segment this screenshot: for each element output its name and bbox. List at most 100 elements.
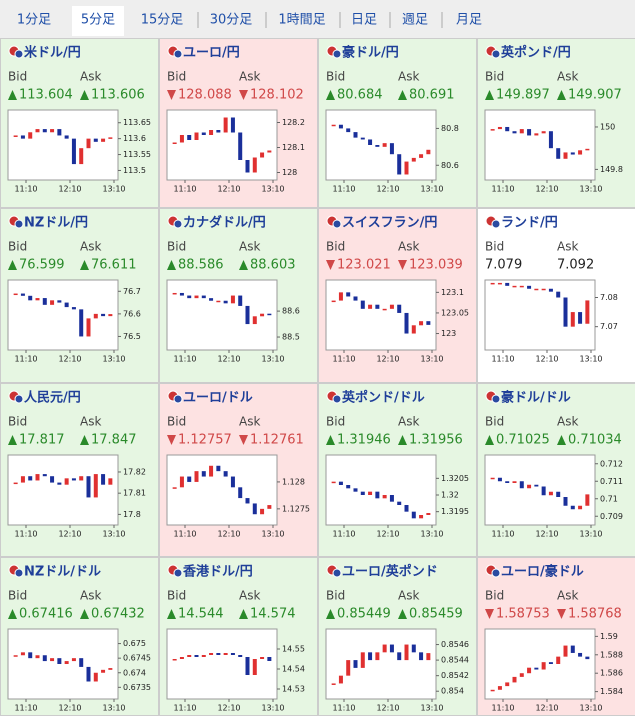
candle bbox=[101, 474, 106, 485]
up-arrow bbox=[8, 260, 17, 270]
candle bbox=[201, 295, 206, 299]
candle bbox=[79, 476, 84, 481]
pair-title[interactable]: ユーロ/英ポンド bbox=[342, 564, 438, 580]
y-tick-label: 17.8 bbox=[123, 510, 141, 519]
candle bbox=[252, 157, 257, 173]
candle bbox=[230, 653, 235, 655]
candle bbox=[389, 304, 394, 309]
time-label: 12:10 bbox=[535, 185, 558, 194]
candle bbox=[360, 491, 365, 495]
y-tick-label: 1.3205 bbox=[441, 474, 469, 483]
up-arrow bbox=[80, 90, 89, 100]
candle bbox=[20, 135, 25, 139]
chart-area bbox=[325, 628, 437, 700]
ask-label: Ask bbox=[239, 70, 260, 84]
pair-title[interactable]: スイスフラン/円 bbox=[342, 216, 437, 231]
candle bbox=[519, 481, 524, 489]
ask-label: Ask bbox=[398, 589, 419, 603]
up-arrow bbox=[398, 609, 407, 619]
ask-value: 14.574 bbox=[250, 607, 296, 622]
y-tick-label: 0.8542 bbox=[441, 671, 469, 680]
ask-value: 1.12761 bbox=[250, 433, 304, 448]
candle bbox=[93, 672, 98, 682]
pair-title[interactable]: ユーロ/ドル bbox=[183, 391, 253, 406]
y-tick-label: 76.7 bbox=[123, 287, 141, 296]
candle bbox=[534, 667, 539, 670]
y-tick-label: 1.588 bbox=[600, 650, 623, 659]
candle bbox=[35, 129, 40, 133]
pair-title[interactable]: NZドル/円 bbox=[24, 216, 88, 231]
y-tick-label: 76.5 bbox=[123, 332, 141, 341]
flag-icon bbox=[173, 568, 183, 578]
candle bbox=[346, 660, 351, 676]
candle bbox=[389, 644, 394, 653]
pair-title[interactable]: 豪ドル/円 bbox=[342, 45, 399, 61]
bid-value: 149.897 bbox=[496, 88, 550, 103]
candle bbox=[411, 644, 416, 653]
candle bbox=[578, 505, 583, 510]
candle bbox=[267, 505, 272, 509]
ask-label: Ask bbox=[239, 415, 260, 429]
flag-icon bbox=[491, 394, 501, 404]
candle bbox=[375, 145, 380, 147]
tab[interactable]: 5分足 bbox=[81, 13, 115, 28]
pair-title[interactable]: ユーロ/豪ドル bbox=[501, 564, 584, 580]
candle bbox=[497, 282, 502, 285]
candle bbox=[419, 515, 424, 519]
y-tick-label: 0.711 bbox=[600, 477, 623, 486]
bid-value: 113.604 bbox=[19, 88, 73, 103]
candle bbox=[512, 285, 517, 288]
candle bbox=[419, 321, 424, 326]
tab[interactable]: 1時間足 bbox=[278, 13, 325, 28]
candle bbox=[382, 644, 387, 653]
candle bbox=[563, 497, 568, 506]
candle bbox=[238, 487, 243, 499]
candle bbox=[541, 131, 546, 134]
bid-value: 14.544 bbox=[178, 607, 224, 622]
time-label: 13:10 bbox=[420, 185, 443, 194]
candle bbox=[490, 129, 495, 131]
bid-value: 88.586 bbox=[178, 258, 224, 273]
candle bbox=[71, 478, 76, 481]
candle bbox=[368, 491, 373, 495]
y-tick-label: 0.854 bbox=[441, 687, 464, 696]
up-arrow bbox=[239, 609, 248, 619]
y-tick-label: 14.53 bbox=[282, 685, 305, 694]
time-label: 13:10 bbox=[261, 530, 284, 539]
candle bbox=[223, 117, 228, 133]
bid-value: 80.684 bbox=[337, 88, 383, 103]
candle bbox=[230, 295, 235, 304]
candle bbox=[13, 135, 18, 137]
candle bbox=[397, 304, 402, 313]
tab[interactable]: 30分足 bbox=[210, 13, 253, 28]
candle bbox=[375, 491, 380, 499]
pair-title[interactable]: NZドル/ドル bbox=[24, 565, 101, 580]
y-tick-label: 80.6 bbox=[441, 161, 459, 170]
pair-title[interactable]: 米ドル/円 bbox=[24, 45, 81, 61]
tab[interactable]: 月足 bbox=[456, 13, 482, 28]
tab[interactable]: 1分足 bbox=[17, 13, 51, 28]
pair-title[interactable]: ユーロ/円 bbox=[183, 46, 240, 61]
y-tick-label: 14.54 bbox=[282, 665, 305, 674]
pair-title[interactable]: ランド/円 bbox=[501, 216, 558, 231]
candle bbox=[28, 132, 33, 139]
up-arrow bbox=[398, 90, 407, 100]
pair-title[interactable]: 英ポンド/ドル bbox=[341, 390, 425, 406]
ask-value: 149.907 bbox=[568, 88, 622, 103]
bid-label: Bid bbox=[485, 415, 504, 429]
candle bbox=[209, 130, 214, 135]
y-tick-label: 0.675 bbox=[123, 639, 146, 648]
candle bbox=[541, 486, 546, 496]
ask-label: Ask bbox=[80, 240, 101, 254]
pair-title[interactable]: 人民元/円 bbox=[24, 390, 81, 406]
time-label: 11:10 bbox=[173, 355, 196, 364]
pair-title[interactable]: 英ポンド/円 bbox=[500, 45, 571, 61]
tab[interactable]: 週足 bbox=[402, 13, 428, 28]
tab[interactable]: 15分足 bbox=[141, 13, 184, 28]
pair-title[interactable]: 豪ドル/ドル bbox=[501, 390, 571, 406]
y-tick-label: 113.55 bbox=[123, 150, 151, 159]
tab[interactable]: 日足 bbox=[351, 13, 377, 28]
candle bbox=[20, 476, 25, 483]
pair-title[interactable]: 香港ドル/円 bbox=[182, 564, 253, 580]
pair-title[interactable]: カナダドル/円 bbox=[183, 215, 266, 231]
